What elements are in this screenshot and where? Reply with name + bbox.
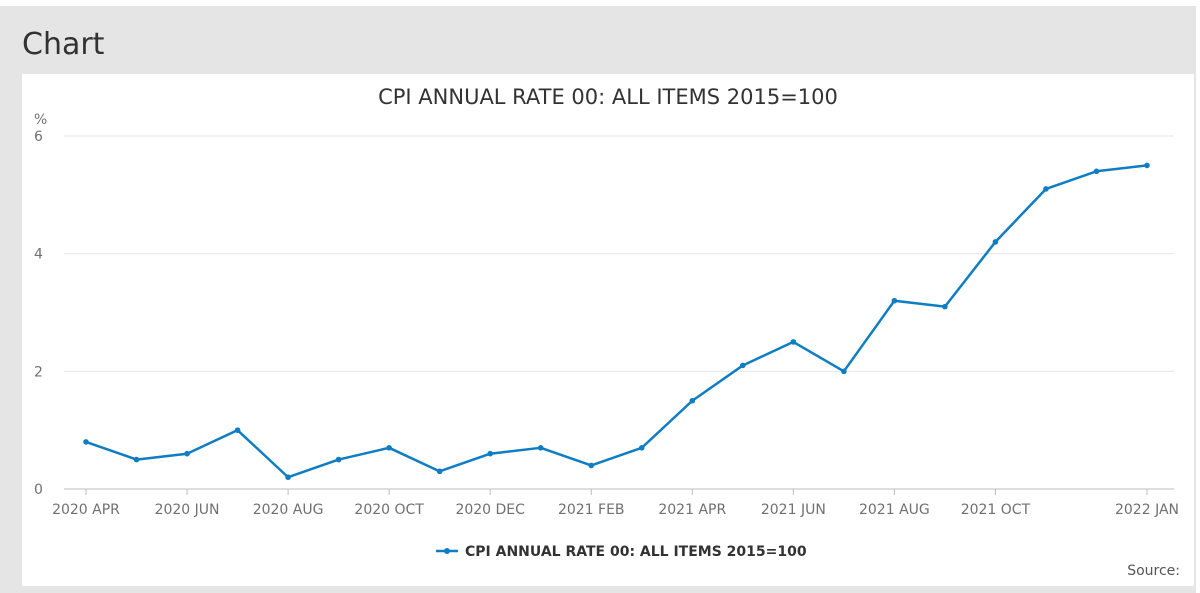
data-point[interactable] <box>992 239 999 245</box>
chart-container: Chart CPI ANNUAL RATE 00: ALL ITEMS 2015… <box>0 6 1196 593</box>
data-point[interactable] <box>234 427 241 433</box>
x-tick-label: 2021 JUN <box>761 502 826 518</box>
data-point[interactable] <box>386 445 392 451</box>
x-tick-label: 2020 OCT <box>354 502 424 518</box>
x-tick-label: 2020 JUN <box>155 502 220 518</box>
data-point[interactable] <box>891 297 898 304</box>
data-point[interactable] <box>436 468 443 475</box>
x-tick-label: 2022 JAN <box>1115 502 1179 518</box>
x-tick-label: 2021 AUG <box>859 502 930 518</box>
data-point[interactable] <box>537 445 544 451</box>
data-point[interactable] <box>184 450 190 457</box>
grid-lines <box>64 135 1174 490</box>
data-point[interactable] <box>740 362 746 369</box>
line-chart: CPI ANNUAL RATE 00: ALL ITEMS 2015=100 %… <box>34 85 1179 560</box>
data-point[interactable] <box>335 456 342 463</box>
legend-marker <box>444 548 450 554</box>
chart-title: CPI ANNUAL RATE 00: ALL ITEMS 2015=100 <box>378 85 838 109</box>
page-heading: Chart <box>22 27 105 62</box>
source-label: Source: <box>1127 563 1180 579</box>
data-point[interactable] <box>841 368 847 375</box>
data-point[interactable] <box>1093 168 1100 175</box>
data-point[interactable] <box>942 303 948 310</box>
data-point[interactable] <box>1144 162 1150 169</box>
y-axis-unit-label: % <box>34 112 47 128</box>
data-point[interactable] <box>588 462 595 469</box>
x-axis-ticks: 2020 APR 2020 JUN 2020 AUG 2020 OCT 2020 DEC… <box>52 489 1179 518</box>
y-tick-label: 0 <box>34 482 43 498</box>
legend-label[interactable]: CPI ANNUAL RATE 00: ALL ITEMS 2015=100 <box>465 544 807 560</box>
x-tick-label: 2021 APR <box>658 502 726 518</box>
chart-panel: CPI ANNUAL RATE 00: ALL ITEMS 2015=100 %… <box>22 74 1194 586</box>
x-tick-label: 2020 AUG <box>253 502 324 518</box>
series-line <box>85 164 1148 479</box>
x-tick-label: 2021 OCT <box>961 502 1031 518</box>
data-point[interactable] <box>790 339 797 345</box>
y-axis-ticks: 0 2 4 6 <box>34 129 43 498</box>
x-tick-label: 2020 DEC <box>455 502 525 518</box>
data-point[interactable] <box>638 445 645 451</box>
series-layer <box>83 162 1150 481</box>
x-tick-label: 2021 FEB <box>558 502 625 518</box>
data-point[interactable] <box>689 397 696 404</box>
data-point[interactable] <box>133 456 140 463</box>
data-point[interactable] <box>83 439 89 445</box>
x-tick-label: 2020 APR <box>52 502 120 518</box>
chart-legend[interactable]: CPI ANNUAL RATE 00: ALL ITEMS 2015=100 <box>436 544 807 560</box>
y-tick-label: 4 <box>34 247 43 263</box>
data-point[interactable] <box>285 474 291 481</box>
y-tick-label: 6 <box>34 129 43 145</box>
data-point[interactable] <box>1043 186 1049 192</box>
data-point[interactable] <box>487 450 493 457</box>
y-tick-label: 2 <box>34 364 43 380</box>
